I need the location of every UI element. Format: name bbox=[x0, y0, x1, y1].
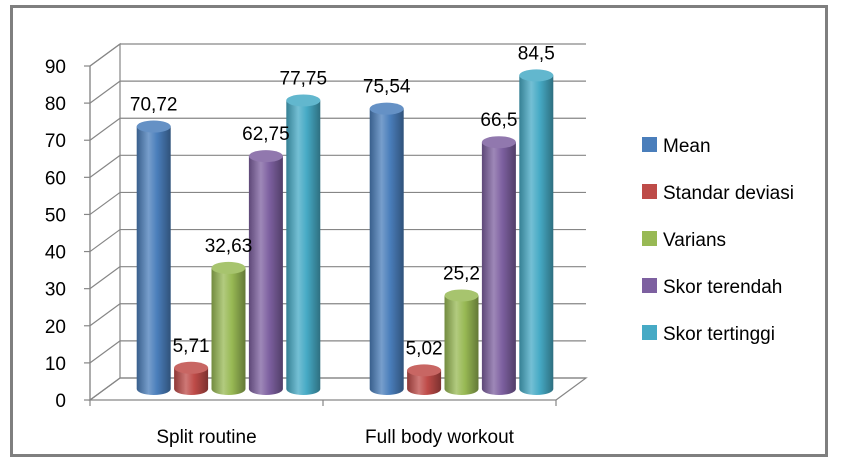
y-tick-label: 0 bbox=[55, 391, 66, 412]
bar-body bbox=[369, 108, 404, 396]
bar-body bbox=[481, 142, 516, 395]
bar-body bbox=[248, 156, 283, 395]
bar-top bbox=[444, 289, 479, 302]
gridline-side bbox=[89, 229, 121, 253]
data-label: 66,5 bbox=[480, 110, 517, 131]
legend-swatch bbox=[642, 184, 657, 199]
bar-body bbox=[407, 370, 442, 395]
data-label: 32,63 bbox=[205, 236, 253, 257]
gridline-side bbox=[89, 191, 121, 215]
y-tick-label: 50 bbox=[45, 205, 66, 226]
bar-standar-deviasi bbox=[407, 364, 442, 395]
data-label: 5,02 bbox=[406, 338, 443, 359]
bars bbox=[136, 69, 554, 396]
bar-varians bbox=[444, 289, 479, 395]
category-label: Full body workout bbox=[365, 427, 515, 448]
legend-label: Skor terendah bbox=[663, 277, 782, 298]
legend-swatch bbox=[642, 137, 657, 152]
y-tick-label: 60 bbox=[45, 168, 66, 189]
legend-swatch bbox=[642, 278, 657, 293]
data-label: 70,72 bbox=[130, 95, 178, 116]
category-label: Split routine bbox=[156, 427, 256, 448]
bar-top bbox=[248, 150, 283, 163]
legend-item: Skor terendah bbox=[642, 277, 782, 298]
bar-top bbox=[174, 361, 209, 374]
bar-skor-tertinggi bbox=[286, 94, 321, 395]
legend: Mean Standar deviasi Varians Skor terendah S… bbox=[642, 136, 794, 345]
bar-top bbox=[211, 261, 246, 274]
gridline-side bbox=[89, 340, 121, 364]
bar-skor-terendah bbox=[481, 136, 516, 395]
y-axis-ticks: 0 10 20 30 40 50 60 70 80 90 bbox=[45, 57, 66, 412]
y-tick-label: 20 bbox=[45, 317, 66, 338]
x-axis-categories: Split routine Full body workout bbox=[156, 427, 514, 448]
gridline-side bbox=[89, 80, 121, 104]
legend-swatch bbox=[642, 325, 657, 340]
bar-varians bbox=[211, 261, 246, 395]
data-labels: 70,72 5,71 32,63 62,75 77,75 75,54 5,02 25,2 66,… bbox=[130, 43, 555, 359]
bar-body bbox=[519, 75, 554, 396]
y-tick-label: 40 bbox=[45, 243, 66, 264]
gridline-side bbox=[89, 377, 121, 401]
bar-skor-terendah bbox=[248, 150, 283, 395]
gridline-side bbox=[89, 117, 121, 141]
y-tick-label: 90 bbox=[45, 57, 66, 78]
data-label: 77,75 bbox=[280, 68, 328, 89]
data-label: 25,2 bbox=[443, 263, 480, 284]
gridline-side bbox=[89, 266, 121, 290]
bar-body bbox=[136, 126, 171, 395]
legend-label: Standar deviasi bbox=[663, 183, 794, 204]
legend-label: Mean bbox=[663, 136, 711, 157]
bar-body bbox=[286, 100, 321, 395]
gridline-side bbox=[89, 303, 121, 327]
gridline-side bbox=[89, 43, 121, 67]
legend-swatch bbox=[642, 231, 657, 246]
data-label: 84,5 bbox=[518, 43, 555, 64]
legend-label: Varians bbox=[663, 230, 726, 251]
bar-mean bbox=[369, 102, 404, 396]
gridline-side bbox=[89, 154, 121, 178]
data-label: 75,54 bbox=[363, 77, 411, 98]
data-label: 5,71 bbox=[173, 336, 210, 357]
y-tick-label: 30 bbox=[45, 280, 66, 301]
bar-top bbox=[286, 94, 321, 107]
bar-top bbox=[136, 120, 171, 133]
legend-item: Varians bbox=[642, 230, 726, 251]
bar-mean bbox=[136, 120, 171, 395]
bar-skor-tertinggi bbox=[519, 69, 554, 396]
bar-top bbox=[519, 69, 554, 82]
legend-item: Mean bbox=[642, 136, 711, 157]
bar-body bbox=[174, 367, 209, 395]
bar-top bbox=[407, 364, 442, 377]
bar-body bbox=[444, 295, 479, 395]
side-wall bbox=[89, 42, 121, 402]
y-tick-label: 80 bbox=[45, 94, 66, 115]
bar-body bbox=[211, 267, 246, 395]
bar-standar-deviasi bbox=[174, 361, 209, 395]
legend-label: Skor tertinggi bbox=[663, 324, 775, 345]
bar-top bbox=[481, 136, 516, 149]
y-tick-label: 10 bbox=[45, 354, 66, 375]
legend-item: Standar deviasi bbox=[642, 183, 794, 204]
bar-top bbox=[369, 102, 404, 115]
y-tick-label: 70 bbox=[45, 131, 66, 152]
data-label: 62,75 bbox=[242, 124, 290, 145]
legend-item: Skor tertinggi bbox=[642, 324, 775, 345]
